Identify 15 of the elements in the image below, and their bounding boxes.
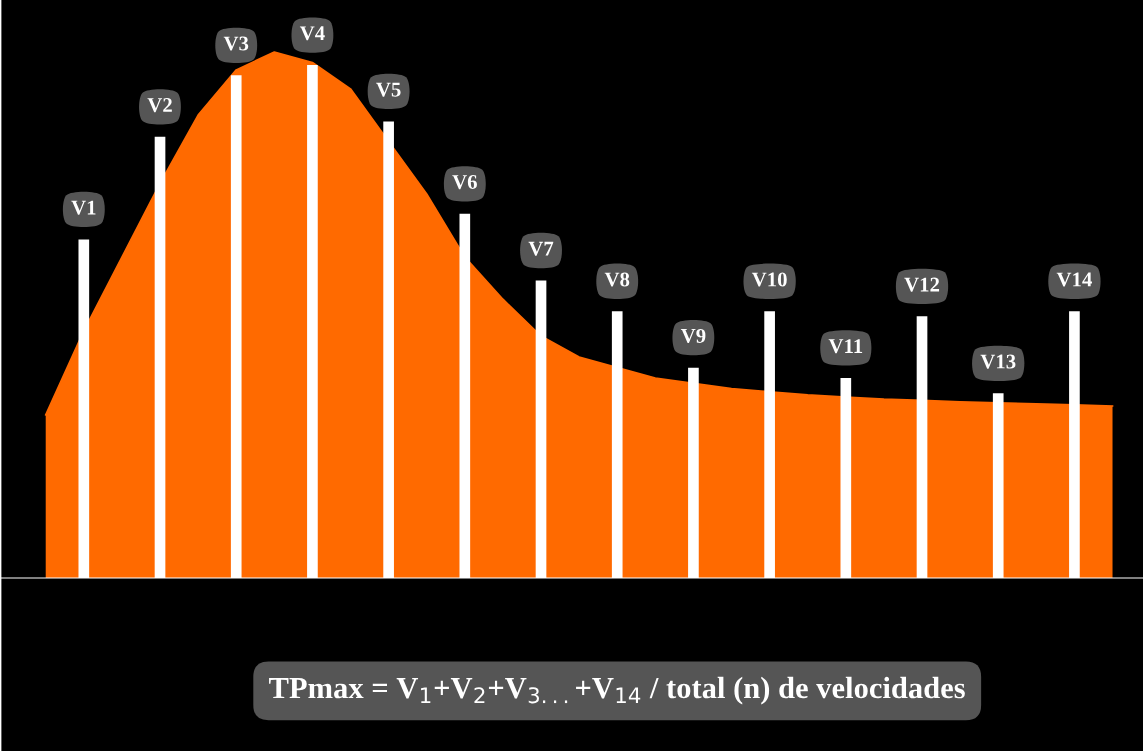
annotation: V11 xyxy=(828,339,863,354)
annotation: V10 xyxy=(751,272,787,287)
text: TPmax = V$_{1}$+V$_{2}$+V$_{3...}$+V$_{14}$ / total (n) de velocidades xyxy=(269,676,965,705)
annotation: V9 xyxy=(680,328,706,344)
annotation: V6 xyxy=(452,175,477,190)
annotation: V1 xyxy=(71,200,96,215)
annotation: V7 xyxy=(528,241,554,256)
annotation: V8 xyxy=(604,272,630,287)
annotation: V2 xyxy=(147,98,172,113)
text: V3 xyxy=(223,36,249,51)
annotation: V13 xyxy=(980,354,1016,369)
annotation: V12 xyxy=(904,277,940,292)
text: V4 xyxy=(299,26,325,41)
annotation: V5 xyxy=(376,82,401,97)
annotation: V14 xyxy=(1056,272,1092,287)
